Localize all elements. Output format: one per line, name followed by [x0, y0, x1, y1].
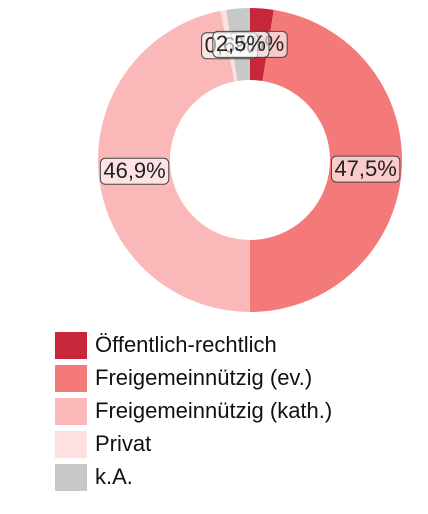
data-label-box — [212, 30, 270, 58]
legend-swatch — [55, 332, 87, 359]
legend-swatch — [55, 464, 87, 491]
legend-label: k.A. — [95, 464, 133, 489]
data-label-text: 47,5% — [334, 156, 396, 181]
legend-label: Öffentlich-rechtlich — [95, 332, 277, 357]
data-label: 2,5% — [212, 30, 270, 58]
data-label-box — [99, 157, 170, 185]
data-label: 46,9% — [99, 157, 170, 185]
data-label-text: 2,5% — [216, 31, 266, 56]
data-label-box — [330, 155, 401, 183]
legend-label: Freigemeinnützig (ev.) — [95, 365, 312, 390]
legend-swatch — [55, 431, 87, 458]
data-label-text: 46,9% — [103, 158, 165, 183]
donut-slice — [98, 10, 251, 313]
data-label: 47,5% — [330, 155, 401, 183]
legend-swatch — [55, 398, 87, 425]
donut-slice — [250, 9, 403, 313]
legend-label: Privat — [95, 431, 151, 456]
legend-label: Freigemeinnützig (kath.) — [95, 398, 332, 423]
legend-swatch — [55, 365, 87, 392]
